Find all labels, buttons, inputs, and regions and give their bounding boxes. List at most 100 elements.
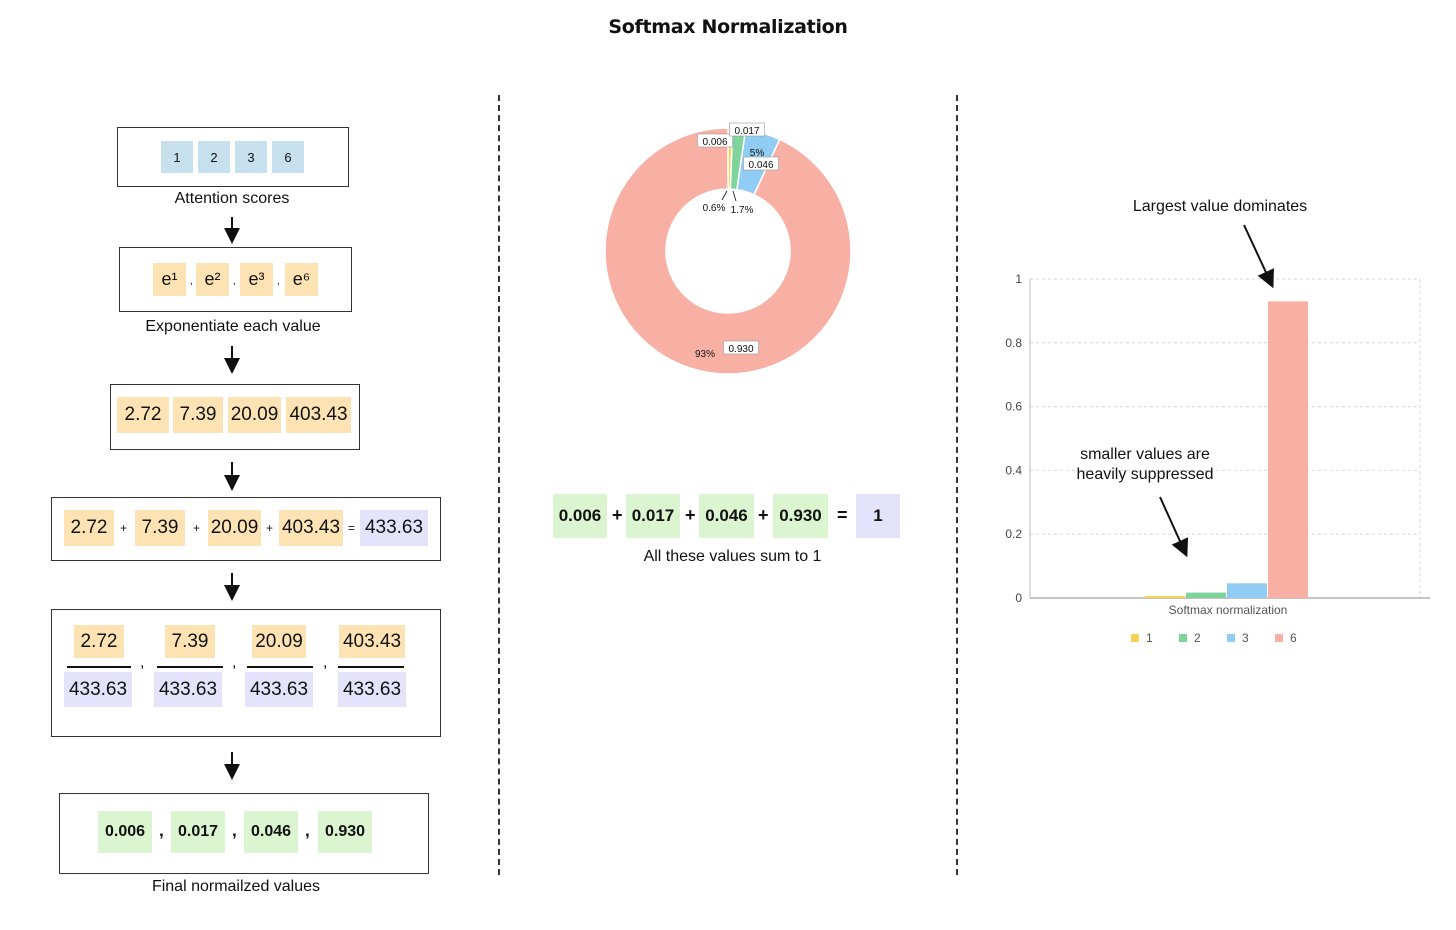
- donut-value-label: 0.017: [729, 122, 765, 137]
- fraction-denominator: 433.63: [338, 672, 406, 707]
- exponent-separator: ,: [277, 276, 280, 287]
- exponent-chip: e²: [196, 263, 229, 296]
- donut-value-label: 0.930: [723, 340, 759, 355]
- exp-value-chip: 2.72: [117, 397, 169, 433]
- exp-value-chip: 20.09: [228, 397, 281, 433]
- sum-total-chip: 433.63: [360, 510, 428, 546]
- fraction-bar: [247, 666, 313, 668]
- donut-value-text: 0.046: [748, 160, 773, 171]
- final-value-chip: 0.930: [318, 811, 372, 853]
- legend-label: 1: [1146, 631, 1153, 645]
- annotation-arrow-largest: [1243, 224, 1274, 289]
- donut-percent-label: 93%: [695, 349, 715, 360]
- exp-values-box: 2.72 7.39 20.09 403.43: [110, 384, 360, 450]
- fraction-comma: ,: [232, 654, 237, 671]
- exponent-chip: e¹: [153, 263, 186, 296]
- fraction-denominator: 433.63: [154, 672, 222, 707]
- donut-value-text: 0.006: [702, 137, 727, 148]
- donut-value-label: 0.006: [697, 133, 733, 148]
- annotation-arrows: [1159, 224, 1274, 558]
- exponent-chip: e⁶: [285, 263, 318, 296]
- final-comma: ,: [159, 821, 164, 840]
- sum-plus: +: [120, 521, 128, 535]
- fraction-numerator: 2.72: [74, 625, 124, 658]
- sum-equation-term: 0.046: [699, 494, 754, 538]
- score-chip: 1: [161, 141, 193, 173]
- y-tick-label: 0.4: [1005, 463, 1022, 477]
- fraction-numerator: 7.39: [165, 625, 215, 658]
- score-chip: 2: [198, 141, 230, 173]
- donut-chart: 0.006 0.017 0.046 0.930 0.6% 1.7% 5% 93%: [604, 122, 852, 375]
- donut-value-text: 0.930: [728, 344, 753, 355]
- annotation-suppressed-line1: smaller values are: [1080, 446, 1210, 463]
- fraction-denominator: 433.63: [245, 672, 313, 707]
- donut-leader: [721, 190, 728, 201]
- final-comma: ,: [232, 821, 237, 840]
- donut-value-label: 0.046: [743, 156, 779, 171]
- sum-equation-plus: +: [758, 505, 769, 525]
- exponent-separator: ,: [233, 276, 236, 287]
- exponent-separator: ,: [190, 276, 193, 287]
- fraction-comma: ,: [323, 654, 328, 671]
- donut-leader: [732, 190, 737, 202]
- final-values-box: 0.006 , 0.017 , 0.046 , 0.930: [59, 793, 429, 874]
- legend-label: 6: [1290, 631, 1297, 645]
- fraction-comma: ,: [140, 654, 145, 671]
- y-tick-label: 0: [1015, 591, 1022, 605]
- legend-swatch: [1275, 634, 1283, 642]
- legend-swatch: [1131, 634, 1139, 642]
- donut-percent-label: 0.6%: [703, 203, 726, 214]
- exp-value-chip: 7.39: [173, 397, 223, 433]
- annotation-suppressed: smaller values are heavily suppressed: [1040, 445, 1250, 485]
- final-value-chip: 0.006: [98, 811, 152, 853]
- donut-percent-label: 1.7%: [731, 205, 754, 216]
- page-title: Softmax Normalization: [608, 16, 848, 38]
- legend-item: 1: [1131, 631, 1153, 645]
- final-comma: ,: [305, 821, 310, 840]
- sum-equation-term: 0.017: [626, 494, 680, 538]
- sum-equation-equals: =: [837, 505, 848, 525]
- sum-equation-term: 0.930: [773, 494, 828, 538]
- sum-equals: =: [348, 521, 356, 535]
- bar-chart: 0 0.2 0.4 0.6 0.8 1 Softmax normalization: [1005, 272, 1430, 617]
- donut-value-text: 0.017: [734, 126, 759, 137]
- legend-swatch: [1227, 634, 1235, 642]
- bar-series-2: [1186, 592, 1226, 598]
- sum-equation-term: 0.006: [553, 494, 607, 538]
- exponent-box: e¹ , e² , e³ , e⁶: [119, 247, 352, 312]
- legend-label: 3: [1242, 631, 1249, 645]
- final-caption: Final normailzed values: [151, 878, 321, 895]
- donut-slice-6: [604, 127, 852, 375]
- bar-series-1: [1145, 596, 1185, 598]
- donut-percent-label: 5%: [750, 148, 765, 159]
- bar-series-6: [1268, 301, 1308, 598]
- exp-value-chip: 403.43: [286, 397, 351, 433]
- x-axis-label: Softmax normalization: [1169, 603, 1288, 617]
- sum-caption: All these values sum to 1: [643, 548, 822, 565]
- sum-term-chip: 2.72: [64, 510, 114, 546]
- legend-item: 6: [1275, 631, 1297, 645]
- fraction-bar: [157, 666, 223, 668]
- exponent-chip: e³: [240, 263, 273, 296]
- fraction-numerator: 403.43: [339, 625, 405, 658]
- sum-plus: +: [266, 521, 274, 535]
- y-tick-label: 0.2: [1005, 527, 1022, 541]
- bar-series-3: [1227, 583, 1267, 598]
- sum-box: 2.72 + 7.39 + 20.09 + 403.43 = 433.63: [51, 497, 441, 561]
- sum-term-chip: 20.09: [208, 510, 261, 546]
- annotation-largest: Largest value dominates: [1132, 198, 1308, 215]
- column-divider-left: [498, 95, 500, 875]
- fraction-bar: [338, 666, 404, 668]
- score-chip: 6: [272, 141, 304, 173]
- legend-label: 2: [1194, 631, 1201, 645]
- fraction-numerator: 20.09: [252, 625, 306, 658]
- y-tick-label: 1: [1015, 272, 1022, 286]
- legend-swatch: [1179, 634, 1187, 642]
- scores-caption: Attention scores: [174, 190, 290, 207]
- sum-equation-result: 1: [856, 494, 900, 538]
- final-value-chip: 0.046: [244, 811, 298, 853]
- fractions-box: 2.72 433.63 , 7.39 433.63 , 20.09 433.63…: [51, 609, 441, 737]
- flow-arrows: [224, 217, 240, 780]
- final-value-chip: 0.017: [171, 811, 225, 853]
- y-tick-label: 0.8: [1005, 336, 1022, 350]
